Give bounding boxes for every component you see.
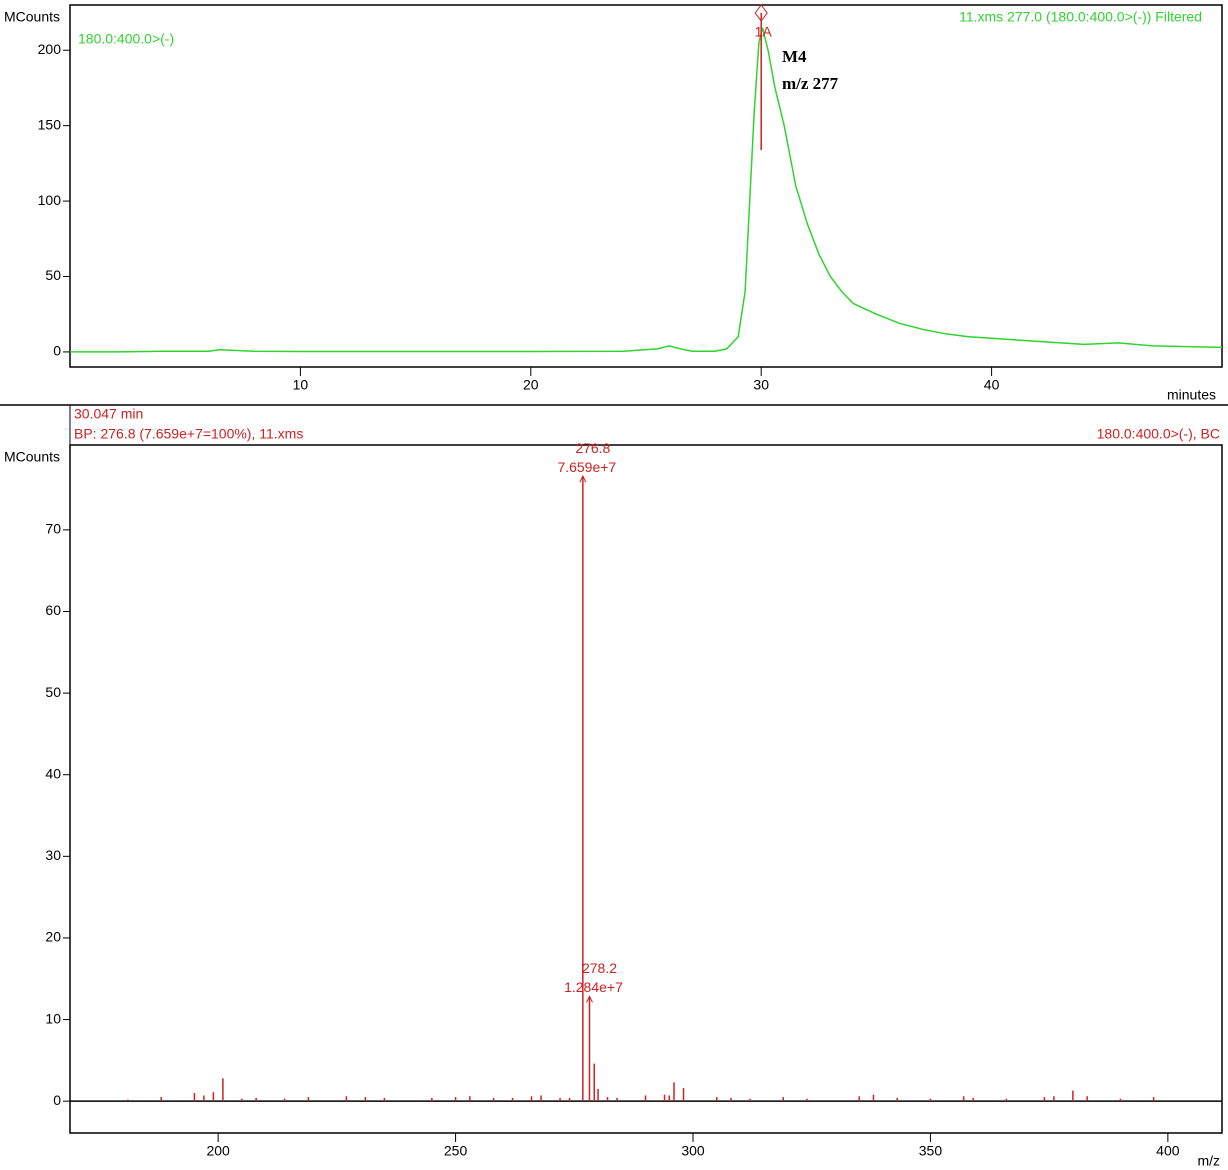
peak-arrow [586, 995, 593, 1003]
y-axis-label: MCounts [4, 449, 60, 465]
x-tick-label: 20 [523, 377, 539, 393]
y-tick-label: 70 [45, 521, 61, 537]
x-tick-label: 350 [919, 1143, 943, 1159]
peak-marker-diamond [754, 4, 768, 22]
x-tick-label: 300 [681, 1143, 705, 1159]
y-tick-label: 40 [45, 765, 61, 781]
y-tick-label: 50 [45, 684, 61, 700]
plot-frame [69, 4, 1223, 368]
y-tick-label: 30 [45, 847, 61, 863]
chart-title: 180.0:400.0>(-), BC [1097, 426, 1220, 442]
y-tick-label: 10 [45, 1010, 61, 1026]
peak-value-label: 1.284e+7 [564, 979, 623, 995]
y-tick-label: 20 [45, 929, 61, 945]
peak-mz-label: 276.8 [575, 440, 610, 456]
y-tick-label: 200 [38, 41, 62, 57]
x-axis-label: minutes [1167, 387, 1216, 403]
y-tick-label: 0 [53, 1092, 61, 1108]
x-tick-label: 10 [293, 377, 309, 393]
x-tick-label: 200 [206, 1143, 230, 1159]
y-axis-label: MCounts [4, 9, 60, 25]
x-tick-label: 400 [1156, 1143, 1180, 1159]
y-tick-label: 60 [45, 602, 61, 618]
chart-title: 11.xms 277.0 (180.0:400.0>(-)) Filtered [959, 9, 1202, 25]
x-tick-label: 30 [753, 377, 769, 393]
peak-note: M4 [782, 47, 807, 66]
trace-label: 180.0:400.0>(-) [78, 31, 174, 47]
plot-frame [69, 444, 1223, 1134]
x-tick-label: 250 [444, 1143, 468, 1159]
y-tick-label: 0 [53, 343, 61, 359]
y-tick-label: 50 [45, 267, 61, 283]
y-tick-label: 100 [38, 192, 62, 208]
header-time: 30.047 min [74, 406, 143, 422]
trace-line [70, 27, 1223, 353]
peak-arrow [579, 474, 587, 483]
peak-value-label: 7.659e+7 [557, 459, 616, 475]
peak-note: m/z 277 [782, 74, 839, 93]
header-bp: BP: 276.8 (7.659e+7=100%), 11.xms [74, 426, 303, 442]
peak-marker-label: 1A [755, 24, 773, 40]
x-tick-label: 40 [984, 377, 1000, 393]
y-tick-label: 150 [38, 116, 62, 132]
peak-mz-label: 278.2 [582, 960, 617, 976]
x-axis-label: m/z [1197, 1153, 1220, 1169]
